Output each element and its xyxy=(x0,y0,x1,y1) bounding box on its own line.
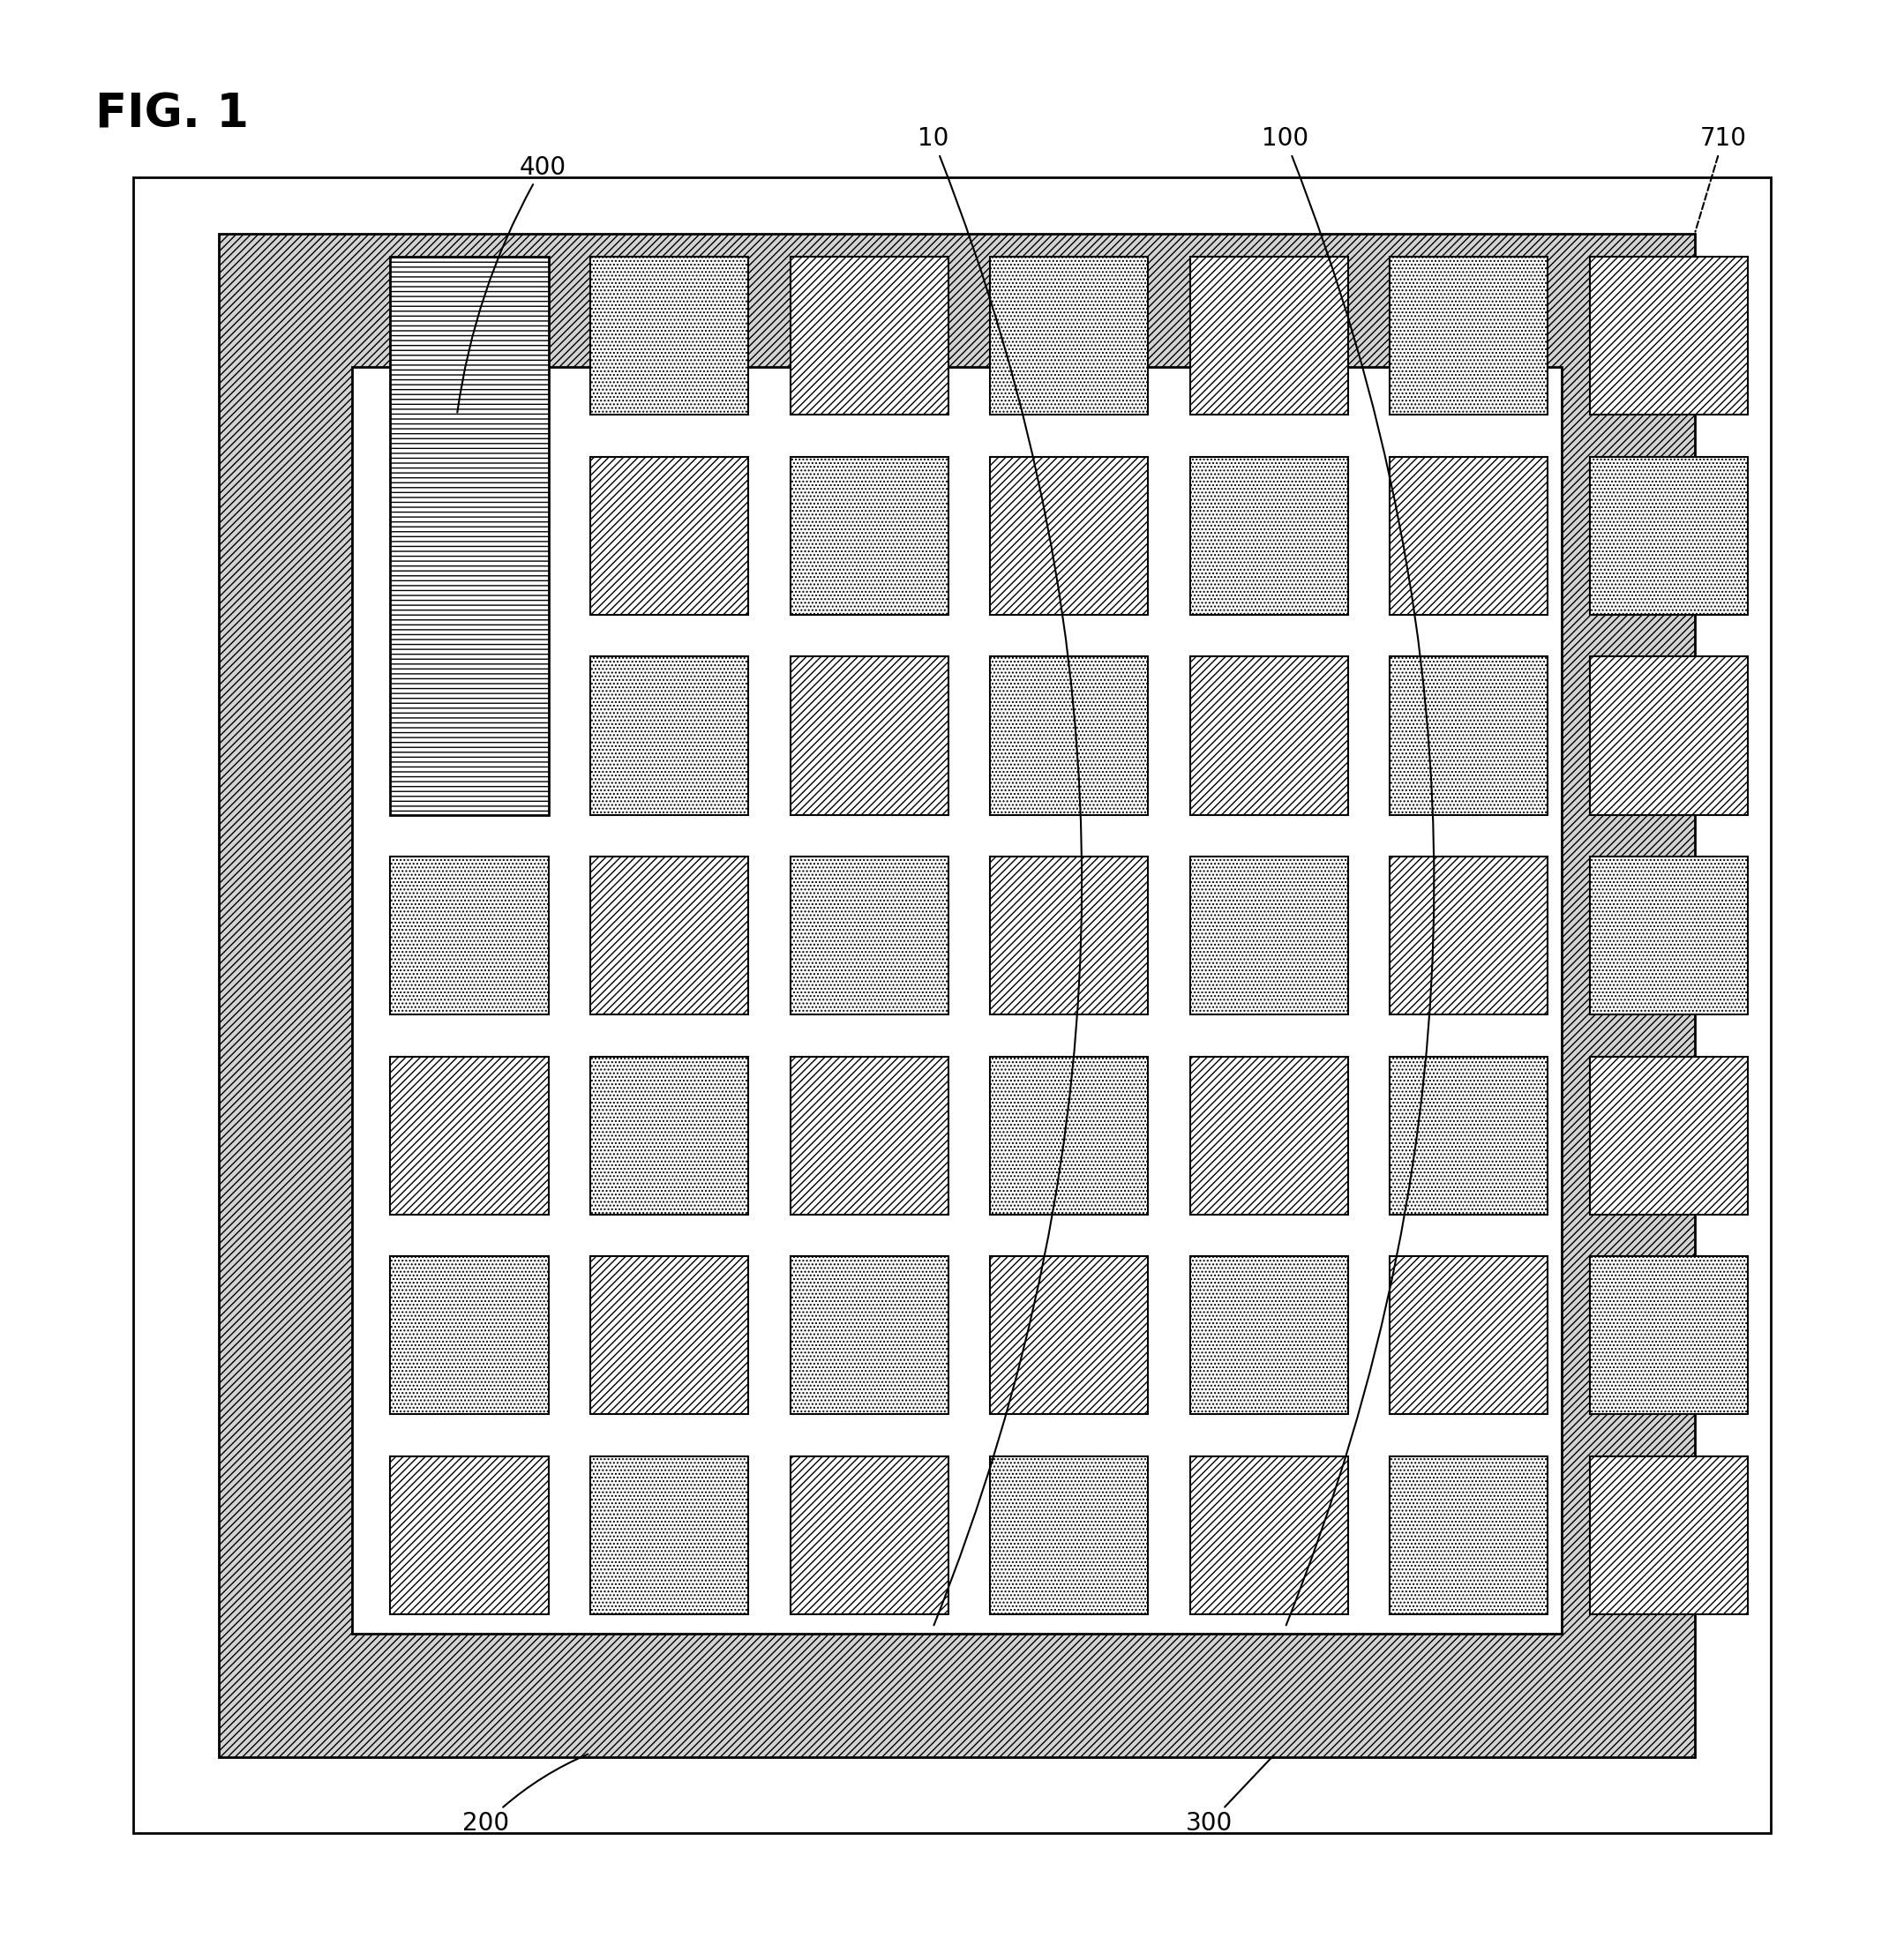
Bar xyxy=(1590,857,1748,1014)
Bar xyxy=(1390,1057,1548,1215)
Bar xyxy=(1190,457,1348,615)
Bar xyxy=(790,258,948,414)
Bar xyxy=(590,656,748,814)
Bar xyxy=(990,1457,1148,1615)
Bar xyxy=(390,1057,548,1215)
Bar xyxy=(1190,1057,1348,1215)
Text: 710: 710 xyxy=(1695,127,1746,232)
Bar xyxy=(352,367,1561,1633)
Bar xyxy=(1590,1256,1748,1414)
Bar xyxy=(1390,857,1548,1014)
Bar xyxy=(990,1057,1148,1215)
Bar xyxy=(390,857,548,1014)
Bar xyxy=(1590,457,1748,615)
Bar xyxy=(590,857,748,1014)
Bar xyxy=(1390,656,1548,814)
Bar xyxy=(390,1256,548,1414)
Text: 400: 400 xyxy=(457,154,565,412)
Bar xyxy=(590,1057,748,1215)
Bar xyxy=(1590,656,1748,814)
Bar xyxy=(790,457,948,615)
Bar xyxy=(790,1457,948,1615)
Bar xyxy=(1390,1256,1548,1414)
Bar xyxy=(390,1457,548,1615)
Bar xyxy=(590,457,748,615)
Bar xyxy=(1190,1256,1348,1414)
Text: 100: 100 xyxy=(1262,127,1434,1625)
Bar xyxy=(790,857,948,1014)
Bar xyxy=(1390,457,1548,615)
Bar xyxy=(990,656,1148,814)
Text: 300: 300 xyxy=(1186,1756,1274,1836)
Bar xyxy=(790,656,948,814)
Bar xyxy=(1190,258,1348,414)
Bar xyxy=(590,1457,748,1615)
Text: 10: 10 xyxy=(918,127,1081,1625)
Bar xyxy=(1190,1457,1348,1615)
Bar xyxy=(790,1057,948,1215)
Bar xyxy=(990,1256,1148,1414)
Bar xyxy=(590,1256,748,1414)
Bar xyxy=(1190,857,1348,1014)
Bar xyxy=(1590,258,1748,414)
Bar xyxy=(790,1256,948,1414)
Text: FIG. 1: FIG. 1 xyxy=(95,92,249,137)
Bar xyxy=(990,258,1148,414)
Bar xyxy=(133,178,1771,1834)
Bar xyxy=(1590,1457,1748,1615)
Bar xyxy=(990,457,1148,615)
Bar xyxy=(1590,1057,1748,1215)
Text: 200: 200 xyxy=(463,1754,588,1836)
Bar xyxy=(590,258,748,414)
Bar xyxy=(219,234,1695,1758)
Bar xyxy=(1390,258,1548,414)
Bar xyxy=(390,258,548,814)
Bar xyxy=(1390,1457,1548,1615)
Bar xyxy=(1190,656,1348,814)
Bar xyxy=(990,857,1148,1014)
